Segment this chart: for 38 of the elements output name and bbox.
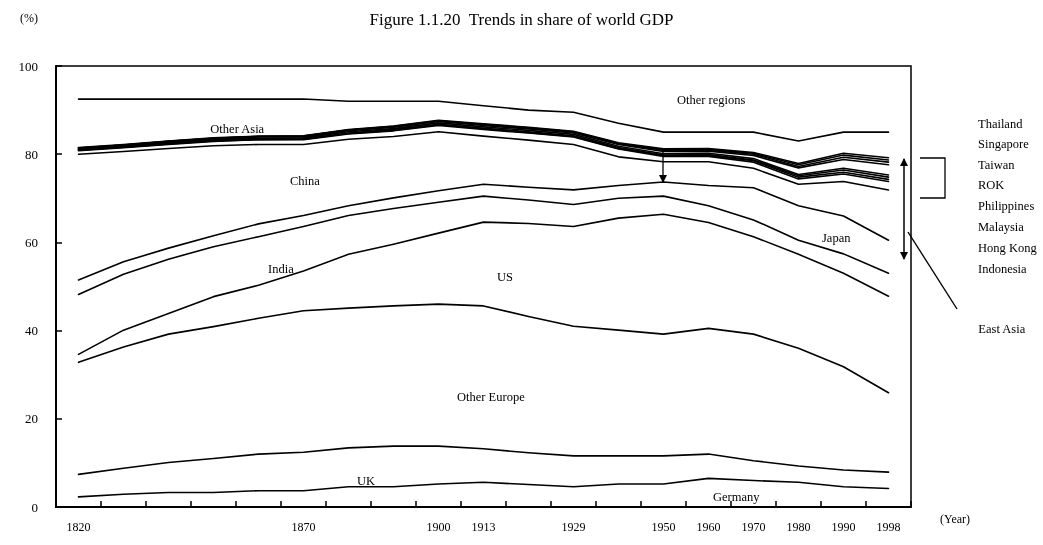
y-tick-label: 20 — [25, 411, 38, 427]
text: Philippines — [978, 198, 1035, 213]
x-tick-label: 1970 — [741, 520, 766, 534]
text: ROK — [977, 177, 1005, 192]
x-axis-title: (Year) — [940, 512, 971, 526]
x-tick-label: 1913 — [471, 520, 496, 534]
annotation: India — [268, 261, 295, 276]
y-tick-label: 40 — [25, 323, 38, 339]
text: Singapore — [978, 136, 1030, 151]
annotation: Other Asia — [210, 121, 265, 136]
text: East Asia — [978, 321, 1026, 336]
annotation: Germany — [713, 489, 761, 504]
x-tick-label: 1960 — [696, 520, 721, 534]
x-tick-label: 1900 — [426, 520, 451, 534]
y-tick-label: 60 — [25, 234, 38, 250]
text: Thailand — [977, 116, 1024, 131]
annotation: Other Europe — [457, 389, 526, 404]
y-tick-label: 80 — [25, 146, 38, 162]
x-tick-label: 1929 — [561, 520, 586, 534]
annotation: UK — [357, 473, 376, 488]
annotation: Other regions — [677, 92, 746, 107]
x-tick-label: 1870 — [291, 520, 316, 534]
y-tick-label: 0 — [31, 499, 38, 515]
annotation: US — [497, 269, 514, 284]
text: Taiwan — [978, 157, 1016, 172]
y-axis-title: (%) — [20, 11, 38, 25]
annotation: Japan — [822, 230, 852, 245]
x-tick-label: 1950 — [651, 520, 676, 534]
x-tick-label: 1990 — [831, 520, 856, 534]
y-tick-label: 100 — [18, 58, 38, 74]
text: Indonesia — [977, 261, 1028, 276]
x-tick-label: 1820 — [66, 520, 91, 534]
text: Malaysia — [978, 219, 1025, 234]
x-tick-label: 1998 — [876, 520, 901, 534]
annotation: China — [290, 173, 321, 188]
chart-title: Figure 1.1.20 Trends in share of world GDP — [369, 10, 674, 29]
x-tick-label: 1980 — [786, 520, 811, 534]
text: Hong Kong — [978, 240, 1038, 255]
